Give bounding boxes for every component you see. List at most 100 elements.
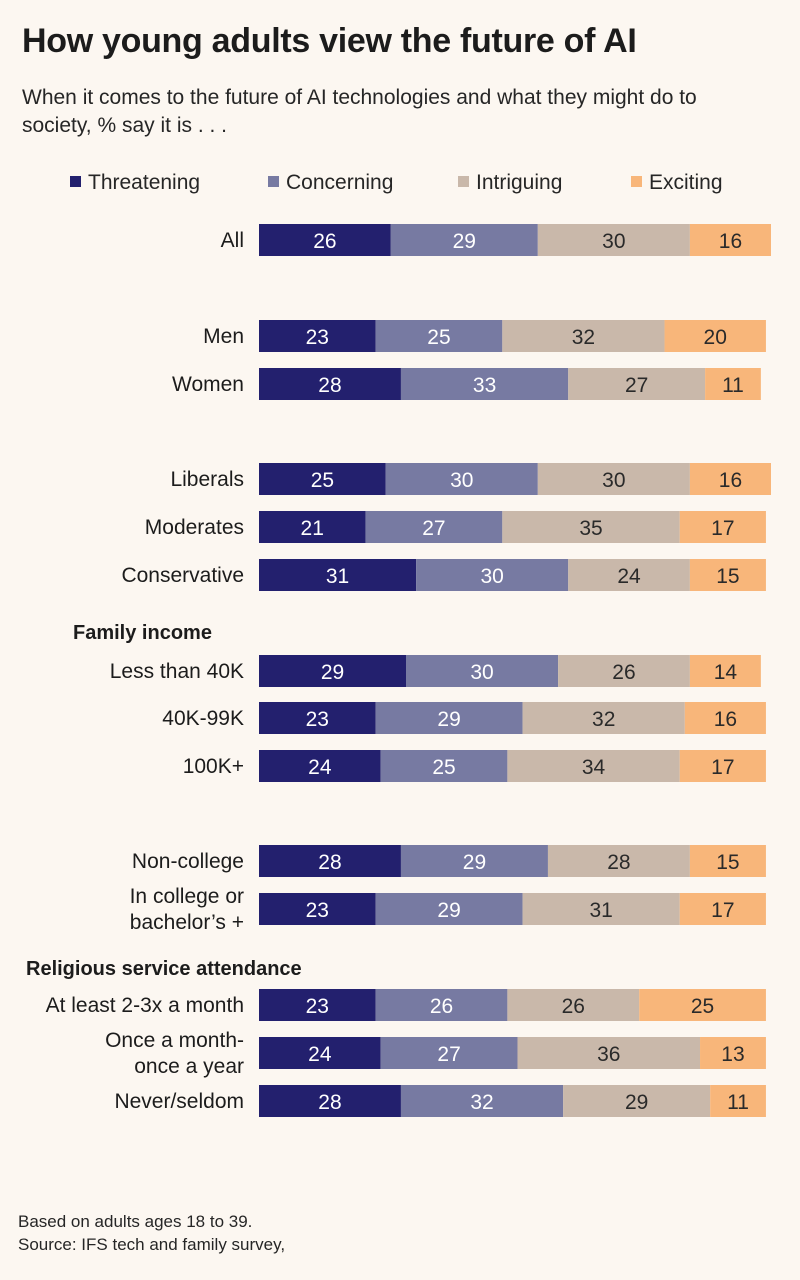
- row-label-less-than-40k: Less than 40K: [110, 660, 244, 683]
- value-label-women-exciting: 11: [722, 374, 744, 397]
- row-label-40k-99k: 40K-99K: [162, 707, 244, 730]
- bar-women-intriguing: [568, 368, 706, 400]
- value-label-100k-concerning: 25: [432, 756, 455, 779]
- value-label-men-intriguing: 32: [572, 326, 595, 349]
- value-label-100k-exciting: 17: [711, 756, 734, 779]
- value-label-women-concerning: 33: [473, 374, 496, 397]
- legend-label-exciting: Exciting: [649, 171, 723, 194]
- value-label-liberals-exciting: 16: [719, 469, 742, 492]
- bar-never-seldom-exciting: [710, 1085, 766, 1117]
- value-label-40k-99k-exciting: 16: [714, 708, 737, 731]
- bar-100k-intriguing: [507, 750, 680, 782]
- row-label-in-college-or-bachelor-s-line1: In college or: [130, 885, 244, 908]
- value-label-non-college-intriguing: 28: [607, 851, 630, 874]
- group-heading-religious-service-attendance: Religious service attendance: [26, 958, 302, 980]
- value-label-moderates-exciting: 17: [711, 517, 734, 540]
- chart-title: How young adults view the future of AI: [22, 22, 637, 60]
- row-label-moderates: Moderates: [145, 516, 244, 539]
- bar-non-college-threatening: [259, 845, 401, 877]
- value-label-never-seldom-exciting: 11: [727, 1091, 749, 1114]
- value-label-non-college-exciting: 15: [716, 851, 739, 874]
- value-label-non-college-threatening: 28: [318, 851, 341, 874]
- stacked-bar-chart: Threatening Concerning Intriguing Exciting A…: [26, 171, 771, 1117]
- legend-label-threatening: Threatening: [88, 171, 200, 194]
- row-label-women: Women: [172, 373, 244, 396]
- bar-all-exciting: [689, 224, 771, 256]
- value-label-all-exciting: 16: [719, 230, 742, 253]
- chart-footer: Based on adults ages 18 to 39. Source: I…: [18, 1210, 285, 1256]
- bar-in-college-or-bachelor-s-exciting: [679, 893, 766, 925]
- bar-never-seldom-concerning: [400, 1085, 564, 1117]
- bar-women-threatening: [259, 368, 401, 400]
- row-label-at-least-2-3x-a-month: At least 2-3x a month: [46, 994, 244, 1017]
- bar-at-least-2-3x-a-month-intriguing: [507, 989, 640, 1021]
- bar-moderates-concerning: [365, 511, 503, 543]
- value-label-men-exciting: 20: [704, 326, 727, 349]
- bar-liberals-intriguing: [537, 463, 690, 495]
- value-label-never-seldom-intriguing: 29: [625, 1091, 648, 1114]
- bar-never-seldom-threatening: [259, 1085, 401, 1117]
- row-label-once-a-month-once-a-year-line2: once a year: [134, 1055, 244, 1078]
- bar-non-college-exciting: [689, 845, 766, 877]
- value-label-men-threatening: 23: [306, 326, 329, 349]
- row-label-men: Men: [203, 325, 244, 348]
- value-label-conservative-intriguing: 24: [617, 565, 641, 588]
- bar-less-than-40k-exciting: [689, 655, 761, 687]
- row-label-conservative: Conservative: [121, 564, 244, 587]
- row-label-all: All: [221, 229, 244, 252]
- bar-non-college-intriguing: [547, 845, 690, 877]
- value-label-conservative-threatening: 31: [326, 565, 349, 588]
- bar-100k-concerning: [380, 750, 508, 782]
- bar-men-concerning: [375, 320, 503, 352]
- value-label-women-intriguing: 27: [625, 374, 648, 397]
- bar-all-intriguing: [537, 224, 690, 256]
- bar-at-least-2-3x-a-month-threatening: [259, 989, 376, 1021]
- value-label-never-seldom-threatening: 28: [318, 1091, 341, 1114]
- bar-women-exciting: [705, 368, 761, 400]
- value-label-in-college-or-bachelor-s-threatening: 23: [306, 899, 329, 922]
- value-label-once-a-month-once-a-year-threatening: 24: [308, 1043, 332, 1066]
- value-label-liberals-threatening: 25: [311, 469, 334, 492]
- bar-men-threatening: [259, 320, 376, 352]
- row-label-100k: 100K+: [183, 755, 244, 778]
- value-label-moderates-intriguing: 35: [579, 517, 602, 540]
- value-label-all-threatening: 26: [313, 230, 336, 253]
- value-label-women-threatening: 28: [318, 374, 341, 397]
- legend-label-intriguing: Intriguing: [476, 171, 562, 194]
- bar-women-concerning: [400, 368, 569, 400]
- bar-never-seldom-intriguing: [563, 1085, 711, 1117]
- value-label-100k-threatening: 24: [308, 756, 332, 779]
- group-heading-family-income: Family income: [73, 622, 212, 644]
- bar-at-least-2-3x-a-month-exciting: [639, 989, 766, 1021]
- bar-40k-99k-concerning: [375, 702, 523, 734]
- footnote-sample: Based on adults ages 18 to 39.: [18, 1212, 253, 1231]
- bar-at-least-2-3x-a-month-concerning: [375, 989, 508, 1021]
- bar-liberals-exciting: [689, 463, 771, 495]
- bar-conservative-exciting: [689, 559, 766, 591]
- row-label-liberals: Liberals: [170, 468, 244, 491]
- legend-swatch-threatening: [70, 176, 81, 187]
- legend-label-concerning: Concerning: [286, 171, 393, 194]
- value-label-once-a-month-once-a-year-intriguing: 36: [597, 1043, 620, 1066]
- bar-liberals-threatening: [259, 463, 386, 495]
- value-label-once-a-month-once-a-year-exciting: 13: [721, 1043, 744, 1066]
- row-label-in-college-or-bachelor-s-line2: bachelor’s +: [130, 911, 244, 934]
- value-label-men-concerning: 25: [427, 326, 450, 349]
- row-label-never-seldom: Never/seldom: [114, 1090, 244, 1113]
- bar-liberals-concerning: [385, 463, 538, 495]
- bar-non-college-concerning: [400, 845, 548, 877]
- bar-all-concerning: [390, 224, 538, 256]
- value-label-once-a-month-once-a-year-concerning: 27: [437, 1043, 460, 1066]
- chart-subtitle: When it comes to the future of AI techno…: [22, 86, 697, 137]
- bar-40k-99k-intriguing: [522, 702, 685, 734]
- value-label-in-college-or-bachelor-s-exciting: 17: [711, 899, 734, 922]
- bar-in-college-or-bachelor-s-concerning: [375, 893, 523, 925]
- value-label-non-college-concerning: 29: [463, 851, 486, 874]
- value-label-less-than-40k-threatening: 29: [321, 661, 344, 684]
- value-label-at-least-2-3x-a-month-intriguing: 26: [562, 995, 585, 1018]
- value-label-40k-99k-intriguing: 32: [592, 708, 615, 731]
- value-label-less-than-40k-intriguing: 26: [612, 661, 635, 684]
- value-label-liberals-concerning: 30: [450, 469, 473, 492]
- bar-conservative-concerning: [416, 559, 569, 591]
- bar-all-threatening: [259, 224, 391, 256]
